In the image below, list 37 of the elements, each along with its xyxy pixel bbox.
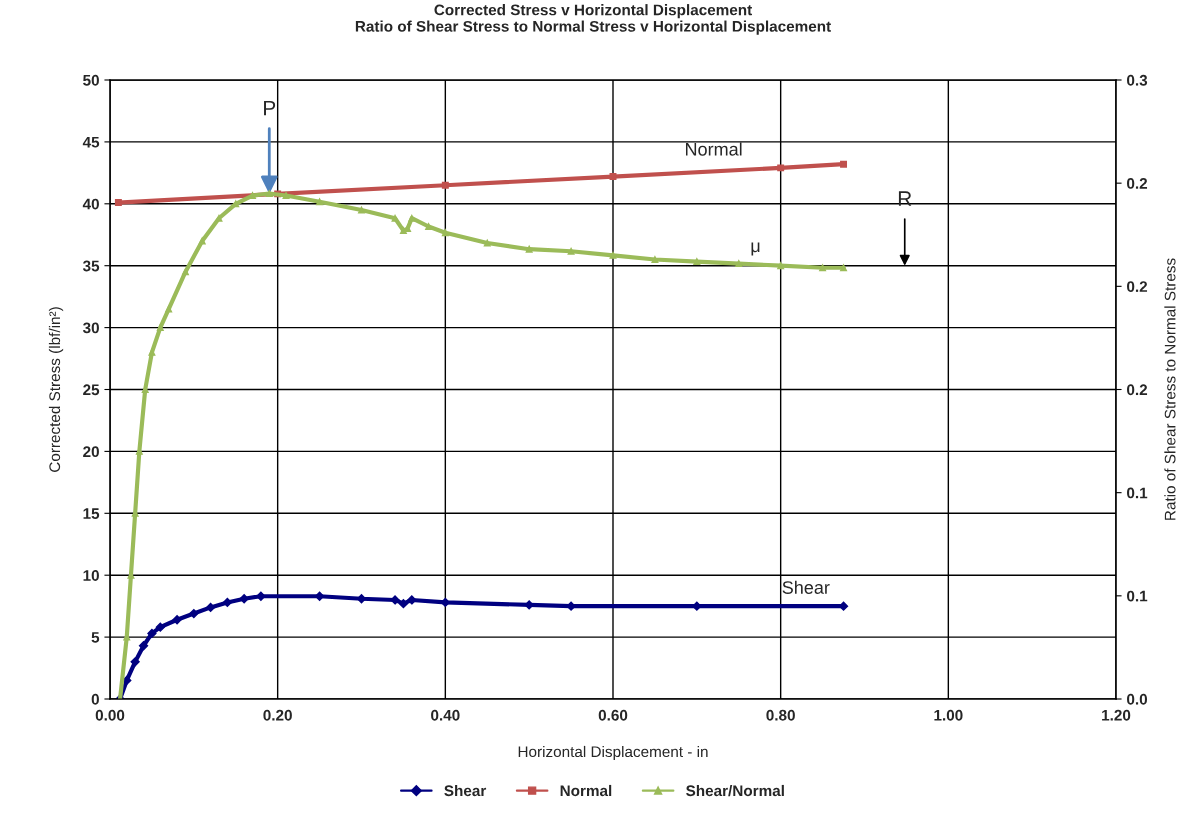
x-tick-label: 0.80 bbox=[766, 709, 795, 721]
y-tick-label: 5 bbox=[91, 632, 100, 643]
y-tick-label: 35 bbox=[82, 260, 100, 272]
y-tick-label: 20 bbox=[83, 446, 99, 458]
annotation: R bbox=[898, 191, 912, 206]
x-tick-label: 0.20 bbox=[263, 709, 292, 721]
x-tick-label: 1.00 bbox=[934, 709, 963, 721]
y-tick-label: 15 bbox=[83, 508, 100, 519]
y2-tick-label: 0.2 bbox=[1127, 281, 1148, 293]
x-tick-label: 0.00 bbox=[95, 709, 125, 721]
y-tick-label: 45 bbox=[82, 136, 100, 148]
y2-tick-label: 0.3 bbox=[1127, 74, 1148, 86]
y-tick-label: 25 bbox=[83, 384, 100, 396]
annotation: Normal bbox=[685, 142, 742, 156]
legend-label: Shear bbox=[444, 784, 487, 797]
annotation: Shear bbox=[782, 580, 830, 594]
y2-tick-label: 0.1 bbox=[1127, 487, 1148, 499]
annotation: μ bbox=[751, 242, 760, 256]
y2-tick-label: 0.0 bbox=[1127, 693, 1148, 705]
x-axis-title: Horizontal Displacement - in bbox=[518, 745, 708, 761]
legend-label: Normal bbox=[560, 784, 612, 797]
x-tick-label: 0.60 bbox=[598, 709, 628, 721]
y2-axis-title: Ratio of Shear Stress to Normal Stress bbox=[1164, 258, 1176, 520]
y2-tick-label: 0.1 bbox=[1127, 590, 1148, 602]
x-tick-label: 1.20 bbox=[1102, 709, 1131, 721]
legend-label: Shear/Normal bbox=[686, 784, 784, 797]
y-tick-label: 50 bbox=[83, 74, 99, 86]
x-tick-label: 0.40 bbox=[431, 709, 460, 721]
y-tick-label: 0 bbox=[91, 693, 99, 705]
y2-tick-label: 0.2 bbox=[1127, 178, 1148, 189]
annotation: P bbox=[264, 100, 276, 116]
chart-title: Corrected Stress v Horizontal Displacement Ratio of Shear Stress to Normal Stress v Horizontal Displacement bbox=[355, 4, 831, 35]
y-axis-title: Corrected Stress (lbf/in²) bbox=[48, 307, 64, 472]
y-tick-label: 30 bbox=[82, 322, 99, 334]
y-tick-label: 10 bbox=[83, 570, 99, 581]
y-tick-label: 40 bbox=[82, 198, 99, 210]
y2-tick-label: 0.2 bbox=[1127, 384, 1148, 396]
